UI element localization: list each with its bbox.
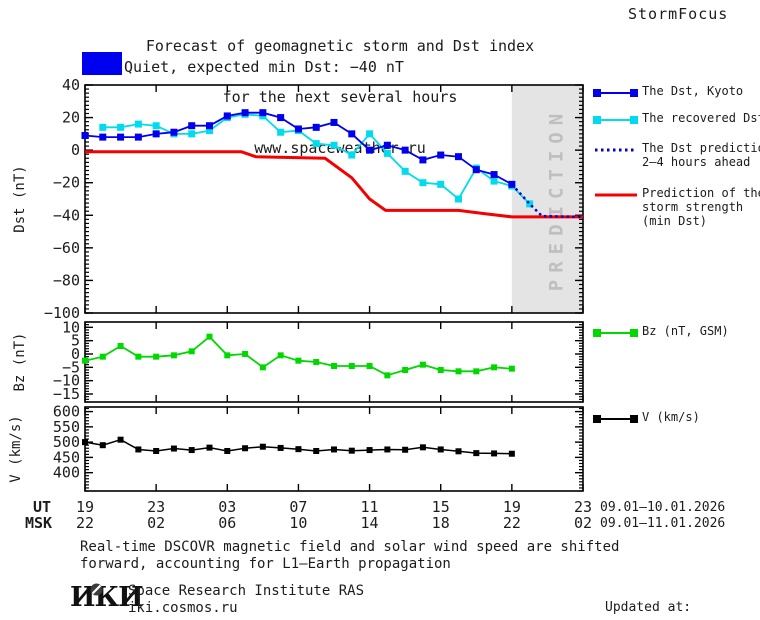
msk-tick-label: 06 bbox=[218, 514, 237, 532]
msk-tick-label: 22 bbox=[502, 514, 521, 532]
ut-tick-label: 07 bbox=[289, 498, 308, 516]
ut-tick-label: 11 bbox=[360, 498, 379, 516]
bz-line-marker bbox=[593, 329, 638, 337]
svg-text:−80: −80 bbox=[53, 271, 80, 289]
msk-row-label: MSK bbox=[25, 514, 53, 532]
iki-logo-text: ИКИ bbox=[70, 582, 144, 613]
kyoto-line-marker bbox=[593, 89, 638, 97]
svg-text:10: 10 bbox=[62, 318, 80, 336]
legend-label: V (km/s) bbox=[642, 410, 700, 424]
svg-text:400: 400 bbox=[53, 464, 80, 482]
note-line-1: Real-time DSCOVR magnetic field and sola… bbox=[80, 539, 620, 555]
svg-text:450: 450 bbox=[53, 448, 80, 466]
svg-text:5: 5 bbox=[71, 332, 80, 350]
red-line-marker bbox=[595, 193, 637, 197]
ut-tick-label: 03 bbox=[218, 498, 237, 516]
svg-text:500: 500 bbox=[53, 433, 80, 451]
ut-tick-label: 15 bbox=[431, 498, 450, 516]
institute-site: iki.cosmos.ru bbox=[128, 600, 238, 616]
ut-tick-row: 19 23 03 07 11 15 19 23 bbox=[0, 498, 760, 516]
recovered-line-marker bbox=[593, 116, 638, 124]
svg-text:0: 0 bbox=[71, 345, 80, 363]
svg-text:−15: −15 bbox=[53, 385, 80, 403]
ut-tick-label: 23 bbox=[147, 498, 166, 516]
institute-name: Space Research Institute RAS bbox=[128, 583, 365, 599]
brand-stormfocus: StormFocus bbox=[628, 5, 729, 23]
svg-text:−20: −20 bbox=[53, 174, 80, 192]
note-line-2: forward, accounting for L1–Earth propaga… bbox=[80, 556, 451, 572]
svg-text:−100: −100 bbox=[44, 304, 80, 322]
dst-chart: PREDICTION 40 20 0 −20 −40 −60 −80 −100 bbox=[44, 76, 584, 322]
svg-text:20: 20 bbox=[62, 109, 80, 127]
storm-level-swatch bbox=[82, 52, 122, 75]
dotted-line-marker bbox=[595, 148, 635, 152]
legend-label: Prediction of the storm strength (min Dst) bbox=[642, 186, 760, 228]
ut-tick-label: 23 bbox=[573, 498, 593, 516]
status-label: Quiet, expected min Dst: −40 nT bbox=[124, 58, 404, 76]
legend-label: Bz (nT, GSM) bbox=[642, 324, 729, 338]
legend-label: The Dst prediction 2–4 hours ahead bbox=[642, 141, 760, 169]
updated-label: Updated at: bbox=[605, 600, 692, 615]
svg-text:600: 600 bbox=[53, 403, 80, 421]
msk-date-range: 09.01–11.01.2026 bbox=[600, 516, 726, 531]
svg-text:−40: −40 bbox=[53, 206, 80, 224]
msk-tick-label: 10 bbox=[289, 514, 308, 532]
v-line-marker bbox=[593, 415, 638, 423]
msk-tick-label: 22 bbox=[75, 514, 95, 532]
dst-axis-label: Dst (nT) bbox=[12, 165, 28, 233]
msk-tick-label: 14 bbox=[360, 514, 379, 532]
ut-row-label: UT bbox=[33, 498, 52, 516]
msk-tick-label: 02 bbox=[147, 514, 166, 532]
svg-text:40: 40 bbox=[62, 76, 80, 94]
ut-tick-label: 19 bbox=[502, 498, 521, 516]
updated-block: Updated at: UT 19:05, 10.01.2026 MSK 22:… bbox=[605, 565, 760, 620]
ut-date-range: 09.01–10.01.2026 bbox=[600, 500, 726, 515]
svg-text:−60: −60 bbox=[53, 239, 80, 257]
svg-text:0: 0 bbox=[71, 141, 80, 159]
legend-label: The recovered Dst bbox=[642, 111, 760, 125]
msk-tick-label: 02 bbox=[573, 514, 593, 532]
title-line-1: Forecast of geomagnetic storm and Dst in… bbox=[145, 37, 535, 55]
svg-text:550: 550 bbox=[53, 418, 80, 436]
svg-text:PREDICTION: PREDICTION bbox=[545, 107, 567, 291]
ut-tick-label: 19 bbox=[75, 498, 95, 516]
msk-tick-label: 18 bbox=[431, 514, 450, 532]
svg-text:−5: −5 bbox=[62, 358, 80, 376]
msk-tick-row: 22 02 06 10 14 18 22 02 bbox=[0, 514, 760, 532]
title-line-2: for the next several hours bbox=[222, 88, 458, 106]
iki-logo-emblem-icon bbox=[90, 583, 103, 596]
legend-label: The Dst, Kyoto bbox=[642, 84, 744, 98]
iki-logo: ИКИ bbox=[70, 583, 144, 614]
svg-text:−10: −10 bbox=[53, 372, 80, 390]
